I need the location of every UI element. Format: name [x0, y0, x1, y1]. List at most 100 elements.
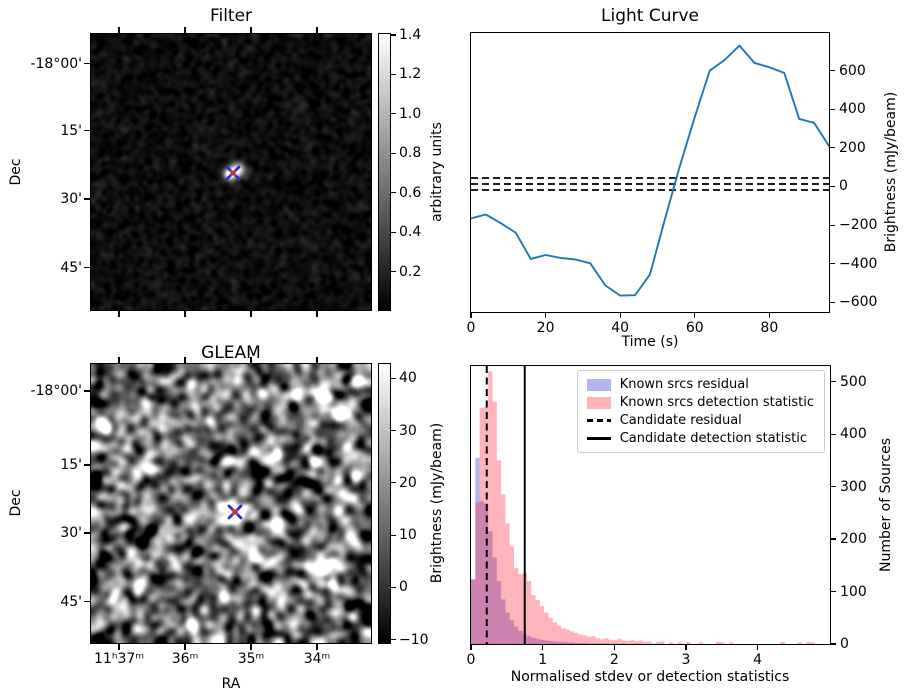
ra-tick — [118, 644, 120, 650]
count-tick-label: 400 — [840, 426, 867, 443]
lightcurve-xlabel: Time (s) — [621, 334, 679, 350]
legend-label: Known srcs detection statistic — [619, 395, 814, 410]
colorbar-tick — [391, 231, 396, 233]
count-tick-label: 200 — [840, 531, 867, 548]
count-tick — [831, 538, 836, 540]
gleam-xlabel: RA — [221, 676, 241, 692]
dec-tick-label: -18°00' — [30, 55, 82, 72]
brightness-tick-label: 200 — [839, 139, 866, 156]
time-tick — [619, 313, 621, 318]
legend-item-known-detection: Known srcs detection statistic — [586, 395, 814, 410]
dec-tick-label: 15' — [60, 122, 82, 139]
brightness-tick-label: −400 — [839, 255, 878, 272]
brightness-tick — [830, 70, 835, 72]
histogram-panel: Known srcs residual Known srcs detection… — [470, 365, 831, 645]
ra-tick-label: 34ᵐ — [303, 651, 331, 667]
brightness-tick-label: 600 — [839, 62, 866, 79]
colorbar-tick — [391, 639, 396, 641]
colorbar-tick — [391, 34, 396, 36]
brightness-tick — [830, 185, 835, 188]
ra-tick — [184, 357, 186, 363]
colorbar-tick-label: 0.2 — [399, 263, 422, 280]
dec-tick-label: 15' — [60, 457, 82, 473]
stat-tick-label: 2 — [609, 652, 619, 668]
legend: Known srcs residual Known srcs detection… — [576, 370, 825, 453]
colorbar-tick — [391, 534, 396, 536]
colorbar-tick-label: 0.6 — [399, 184, 422, 201]
histogram-plot — [471, 366, 815, 644]
ra-tick — [316, 357, 318, 363]
count-tick-label: 0 — [840, 636, 849, 652]
legend-item-known-residual: Known srcs residual — [586, 377, 814, 392]
colorbar-tick — [391, 152, 396, 154]
brightness-tick — [830, 224, 835, 226]
brightness-tick — [830, 263, 835, 265]
colorbar-tick-label: 0 — [399, 579, 408, 596]
legend-item-candidate-residual: Candidate residual — [586, 413, 814, 428]
colorbar-tick — [391, 429, 396, 432]
time-tick-label: 40 — [611, 320, 630, 336]
stat-tick — [685, 645, 687, 650]
ra-tick-label: 11ʰ37ᵐ — [94, 651, 145, 667]
dec-tick-label: -18°00' — [30, 382, 82, 399]
dec-tick — [84, 532, 90, 534]
histogram-ylabel: Number of Sources — [878, 437, 894, 573]
colorbar-tick-label: 0.4 — [399, 224, 422, 241]
legend-label: Candidate detection statistic — [619, 431, 807, 446]
lightcurve-panel — [470, 32, 830, 313]
colorbar-tick — [391, 73, 396, 75]
legend-swatch-blue-patch — [586, 378, 611, 391]
filter-colorbar — [378, 33, 391, 311]
stat-tick — [613, 645, 615, 650]
dec-tick — [84, 464, 90, 466]
stat-tick-label: 4 — [753, 652, 763, 668]
count-tick — [831, 433, 836, 435]
ra-tick — [316, 311, 318, 317]
dec-tick — [84, 130, 90, 132]
legend-label: Candidate residual — [619, 413, 742, 428]
count-tick-label: 300 — [840, 478, 867, 495]
ra-tick-label: 36ᵐ — [171, 651, 199, 667]
filter-ylabel: Dec — [8, 158, 24, 186]
ra-tick — [118, 27, 120, 33]
ra-tick-label: 35ᵐ — [237, 651, 265, 667]
colorbar-tick-label: 0.8 — [399, 145, 422, 162]
colorbar-tick — [391, 270, 396, 273]
stat-tick — [542, 645, 544, 650]
colorbar-tick-label: −10 — [399, 631, 429, 648]
brightness-tick-label: −600 — [839, 294, 878, 311]
time-tick-label: 0 — [466, 320, 476, 336]
ra-tick — [118, 311, 120, 317]
ra-tick — [184, 644, 186, 650]
colorbar-tick — [391, 192, 396, 194]
colorbar-tick — [391, 113, 396, 115]
colorbar-tick-label: 40 — [399, 370, 417, 387]
filter-image-panel — [90, 33, 372, 311]
histogram-xlabel: Normalised stdev or detection statistics — [510, 669, 790, 685]
count-tick-label: 100 — [840, 583, 867, 600]
ra-tick — [316, 644, 318, 650]
lightcurve-ylabel: Brightness (mJy/beam) — [883, 91, 899, 253]
lightcurve-plot — [471, 44, 829, 297]
stat-tick-label: 0 — [466, 652, 476, 668]
filter-title: Filter — [209, 6, 253, 26]
legend-item-candidate-detection: Candidate detection statistic — [586, 431, 814, 446]
colorbar-tick — [391, 586, 396, 589]
ra-tick — [184, 311, 186, 317]
colorbar-tick — [391, 482, 396, 484]
gleam-ylabel: Dec — [8, 489, 24, 517]
dec-tick-label: 45' — [60, 259, 82, 276]
dec-tick — [84, 601, 90, 603]
time-tick — [694, 313, 696, 318]
brightness-tick-label: 0 — [839, 178, 848, 195]
ra-tick — [118, 357, 120, 363]
legend-dashed-line-icon — [586, 419, 611, 422]
brightness-tick-label: −200 — [839, 217, 878, 234]
legend-swatch-pink-patch — [586, 396, 611, 409]
brightness-tick-label: 400 — [839, 101, 866, 118]
legend-solid-line-icon — [586, 437, 611, 440]
lightcurve-title: Light Curve — [601, 6, 699, 26]
stat-tick — [470, 645, 472, 650]
dec-tick-label: 30' — [60, 525, 82, 541]
ra-tick — [250, 644, 252, 650]
